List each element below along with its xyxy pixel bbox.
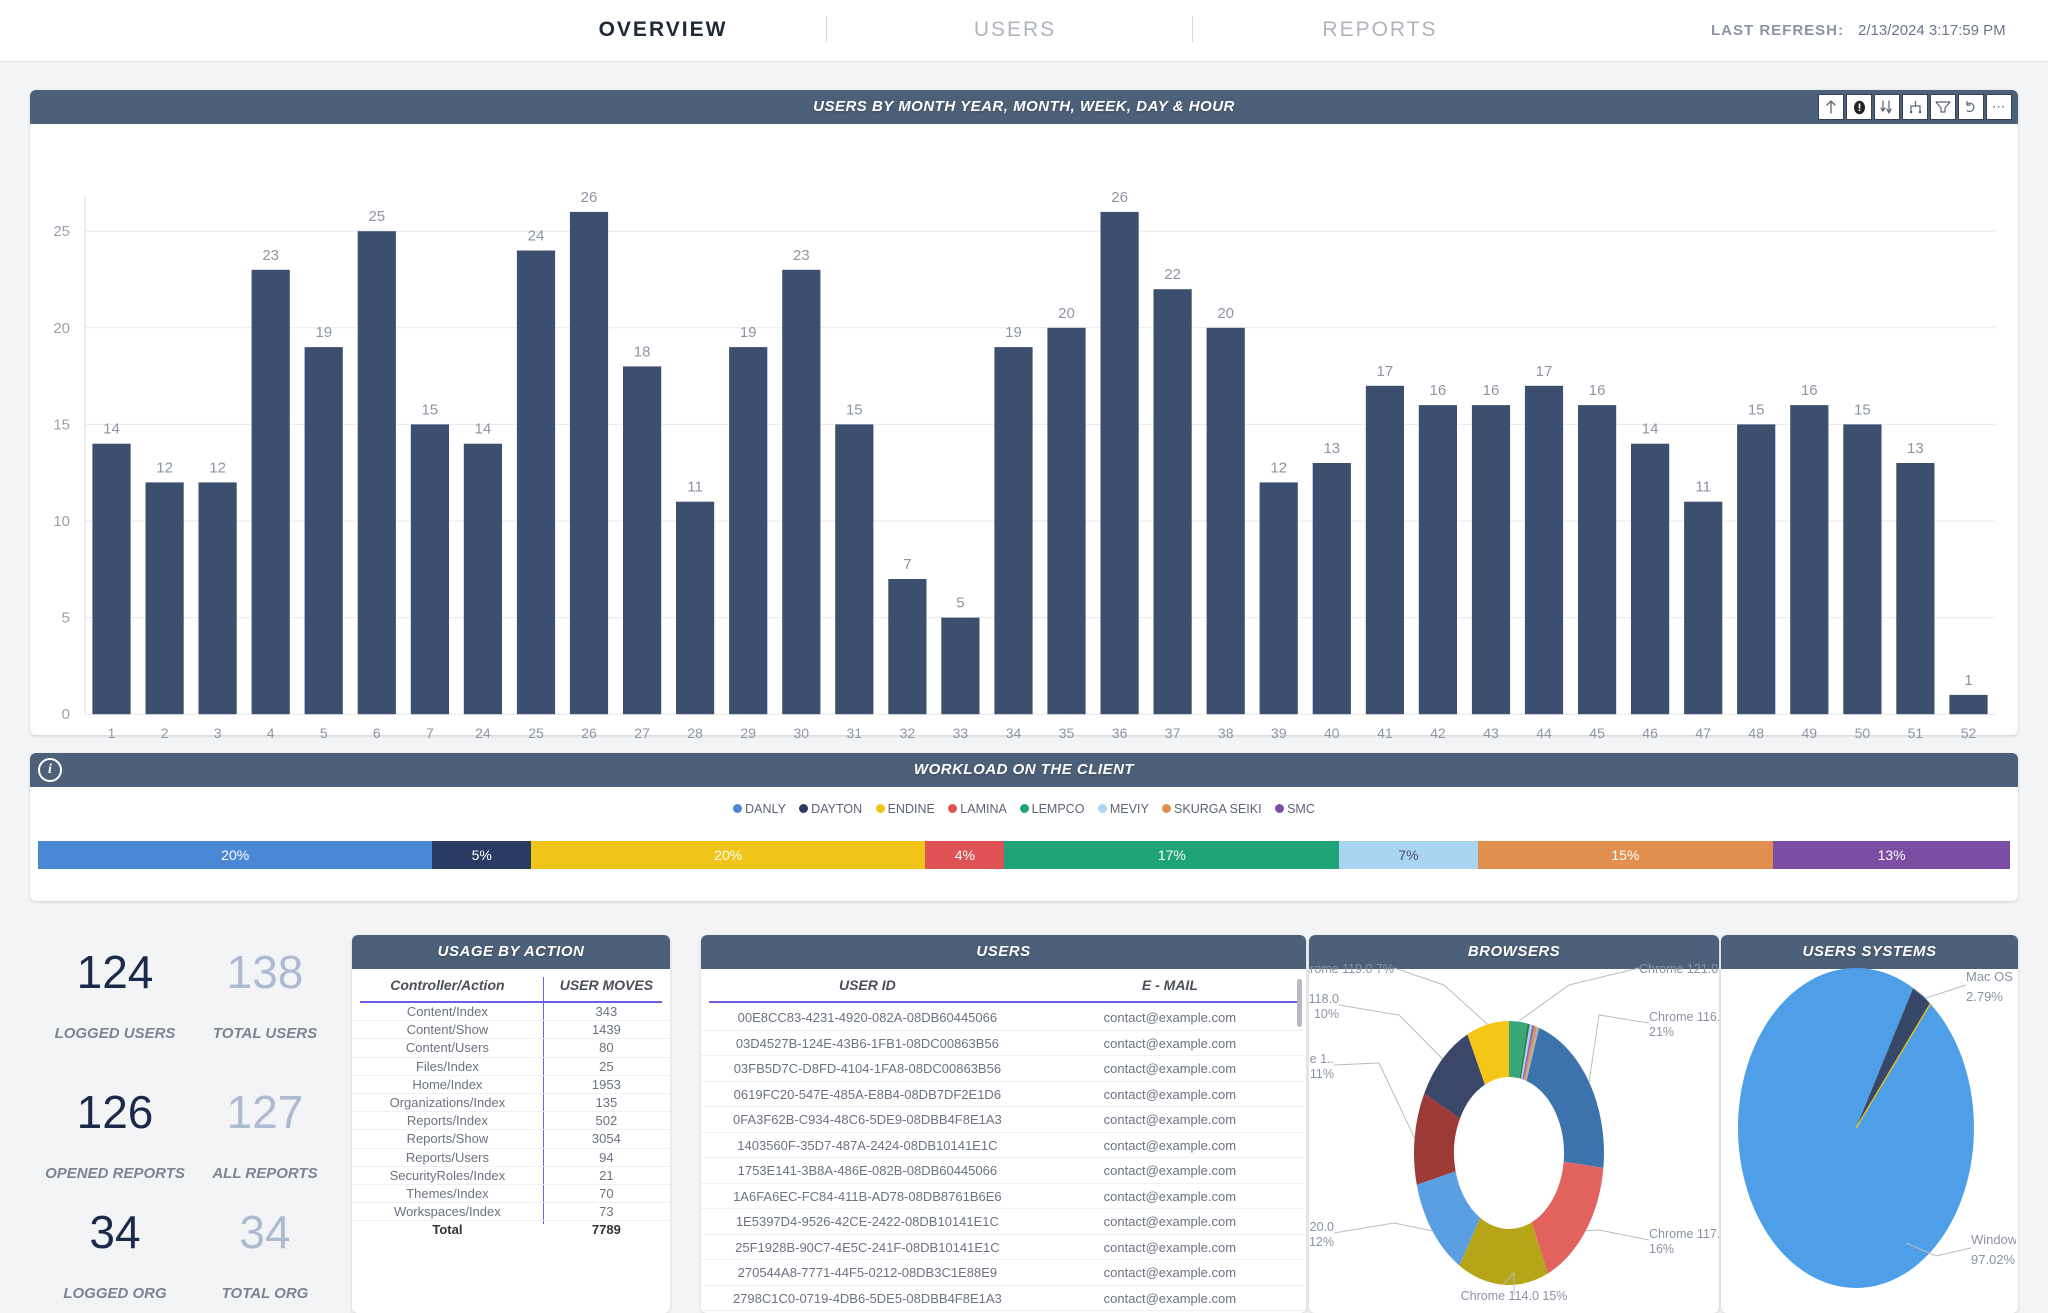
svg-text:25: 25 [53, 223, 70, 240]
svg-text:7: 7 [426, 725, 434, 741]
svg-text:Windows 10: Windows 10 [1971, 1232, 2016, 1247]
svg-text:2: 2 [161, 725, 169, 741]
svg-text:14: 14 [475, 421, 492, 438]
svg-text:32: 32 [900, 725, 916, 741]
svg-text:28: 28 [687, 725, 703, 741]
svg-text:52: 52 [1961, 725, 1977, 741]
svg-text:50: 50 [1855, 725, 1871, 741]
svg-text:4: 4 [267, 725, 275, 741]
svg-text:13: 13 [1907, 440, 1924, 457]
svg-text:18: 18 [634, 343, 651, 360]
svg-text:19: 19 [315, 324, 332, 341]
svg-text:Chrome 1..: Chrome 1.. [1309, 1052, 1334, 1066]
svg-text:Chrome 117.0: Chrome 117.0 [1649, 1227, 1719, 1241]
svg-text:0: 0 [62, 706, 70, 723]
svg-text:16: 16 [1801, 382, 1818, 399]
svg-text:26: 26 [1111, 189, 1128, 206]
svg-text:49: 49 [1802, 725, 1818, 741]
svg-text:12: 12 [156, 459, 173, 476]
svg-text:12: 12 [1270, 459, 1287, 476]
svg-text:42: 42 [1430, 725, 1446, 741]
svg-text:40: 40 [1324, 725, 1340, 741]
svg-text:44: 44 [1536, 725, 1552, 741]
svg-text:25: 25 [368, 208, 385, 225]
svg-text:17: 17 [1377, 363, 1394, 380]
svg-text:10: 10 [53, 513, 70, 530]
svg-text:34: 34 [1006, 725, 1022, 741]
svg-text:24: 24 [528, 228, 545, 245]
svg-text:11: 11 [687, 479, 703, 496]
svg-text:11: 11 [1695, 479, 1711, 496]
svg-text:12%: 12% [1309, 1235, 1334, 1249]
svg-text:27: 27 [634, 725, 650, 741]
svg-text:6: 6 [373, 725, 381, 741]
svg-text:38: 38 [1218, 725, 1234, 741]
svg-text:20: 20 [1217, 305, 1234, 322]
svg-text:3: 3 [214, 725, 222, 741]
svg-text:51: 51 [1908, 725, 1924, 741]
svg-text:12: 12 [209, 459, 226, 476]
svg-text:Mac OS X ...: Mac OS X ... [1966, 969, 2016, 984]
svg-text:26: 26 [581, 725, 597, 741]
svg-text:15: 15 [1854, 401, 1871, 418]
svg-text:47: 47 [1695, 725, 1711, 741]
svg-text:2.79%: 2.79% [1966, 989, 2003, 1004]
svg-text:20: 20 [53, 320, 70, 337]
svg-text:1: 1 [1964, 672, 1972, 689]
svg-text:43: 43 [1483, 725, 1499, 741]
svg-text:31: 31 [847, 725, 863, 741]
svg-text:46: 46 [1642, 725, 1658, 741]
svg-text:22: 22 [1164, 266, 1181, 283]
svg-text:33: 33 [953, 725, 969, 741]
svg-text:39: 39 [1271, 725, 1287, 741]
svg-text:1: 1 [108, 725, 116, 741]
svg-text:13: 13 [1323, 440, 1340, 457]
svg-text:29: 29 [740, 725, 756, 741]
svg-text:11%: 11% [1310, 1067, 1334, 1081]
svg-text:Chrome 121.0 3%: Chrome 121.0 3% [1639, 962, 1719, 976]
svg-text:19: 19 [1005, 324, 1022, 341]
svg-text:5: 5 [956, 595, 964, 612]
svg-text:Chrome 118.0: Chrome 118.0 [1309, 992, 1339, 1006]
svg-text:15: 15 [846, 401, 863, 418]
svg-text:15: 15 [422, 401, 439, 418]
svg-text:20: 20 [1058, 305, 1075, 322]
svg-text:97.02%: 97.02% [1971, 1252, 2016, 1267]
svg-text:14: 14 [1642, 421, 1659, 438]
svg-text:15: 15 [53, 416, 70, 433]
svg-text:37: 37 [1165, 725, 1181, 741]
svg-text:30: 30 [794, 725, 810, 741]
svg-text:16: 16 [1430, 382, 1447, 399]
svg-text:25: 25 [528, 725, 544, 741]
svg-text:17: 17 [1536, 363, 1553, 380]
svg-text:Chrome 119.0 7%: Chrome 119.0 7% [1309, 962, 1394, 976]
svg-text:23: 23 [262, 247, 279, 264]
svg-text:24: 24 [475, 725, 491, 741]
svg-text:26: 26 [581, 189, 598, 206]
svg-text:7: 7 [903, 556, 911, 573]
svg-text:5: 5 [62, 610, 70, 627]
svg-text:16%: 16% [1649, 1242, 1674, 1256]
svg-text:15: 15 [1748, 401, 1765, 418]
svg-text:35: 35 [1059, 725, 1075, 741]
svg-text:Chrome 120.0: Chrome 120.0 [1309, 1220, 1334, 1234]
svg-text:Chrome 114.0 15%: Chrome 114.0 15% [1461, 1289, 1568, 1303]
svg-text:21%: 21% [1649, 1025, 1674, 1039]
svg-text:36: 36 [1112, 725, 1128, 741]
svg-text:45: 45 [1589, 725, 1605, 741]
svg-text:16: 16 [1589, 382, 1606, 399]
svg-text:16: 16 [1483, 382, 1500, 399]
svg-text:10%: 10% [1314, 1007, 1339, 1021]
svg-text:48: 48 [1748, 725, 1764, 741]
svg-text:14: 14 [103, 421, 120, 438]
svg-text:41: 41 [1377, 725, 1393, 741]
svg-text:5: 5 [320, 725, 328, 741]
svg-text:19: 19 [740, 324, 757, 341]
svg-text:Chrome 116.0: Chrome 116.0 [1649, 1010, 1719, 1024]
svg-text:23: 23 [793, 247, 810, 264]
